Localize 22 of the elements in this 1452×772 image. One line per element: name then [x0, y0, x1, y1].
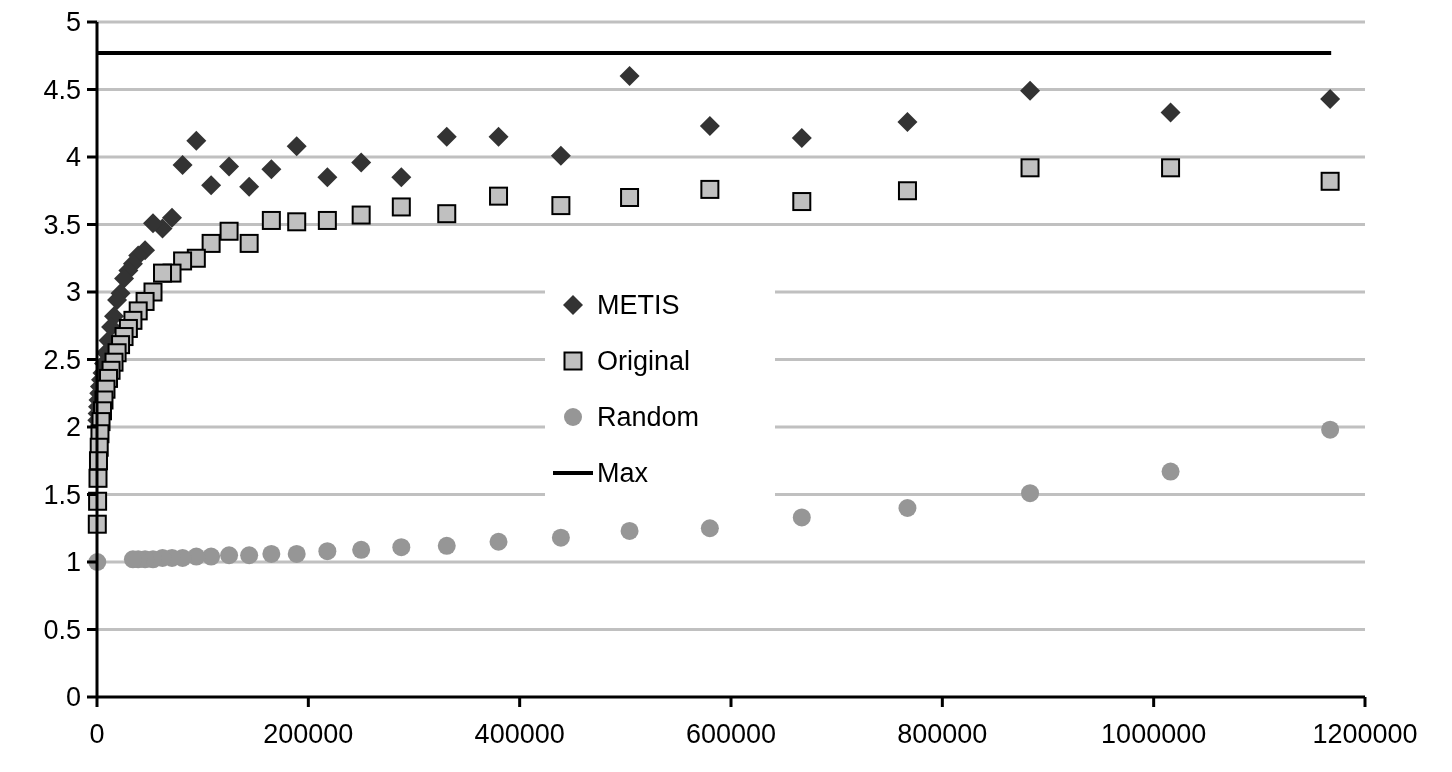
y-tick-label: 2	[65, 412, 81, 443]
x-tick-label: 200000	[263, 719, 354, 749]
y-tick-label: 4.5	[43, 74, 81, 105]
y-tick-label: 4	[65, 142, 81, 173]
legend-label: METIS	[597, 290, 680, 321]
x-tick-label: 400000	[474, 719, 565, 749]
y-tick-label: 3.5	[43, 209, 81, 240]
x-tick-label: 600000	[685, 719, 777, 749]
y-tick-label: 0	[65, 682, 81, 713]
y-tick-label: 1	[65, 547, 81, 578]
y-tick-label: 1.5	[43, 479, 81, 510]
legend-label: Random	[597, 402, 700, 433]
y-tick-label: 5	[65, 7, 81, 38]
x-tick-label: 800000	[897, 719, 988, 749]
x-tick-label: 0	[89, 719, 105, 749]
y-tick-label: 2.5	[43, 344, 81, 375]
y-tick-label: 0.5	[43, 614, 81, 645]
x-tick-label: 1200000	[1312, 719, 1418, 749]
legend-label: Max	[597, 458, 649, 489]
x-tick-label: 1000000	[1101, 719, 1207, 749]
legend-label: Original	[597, 346, 691, 377]
y-tick-label: 3	[65, 277, 81, 308]
